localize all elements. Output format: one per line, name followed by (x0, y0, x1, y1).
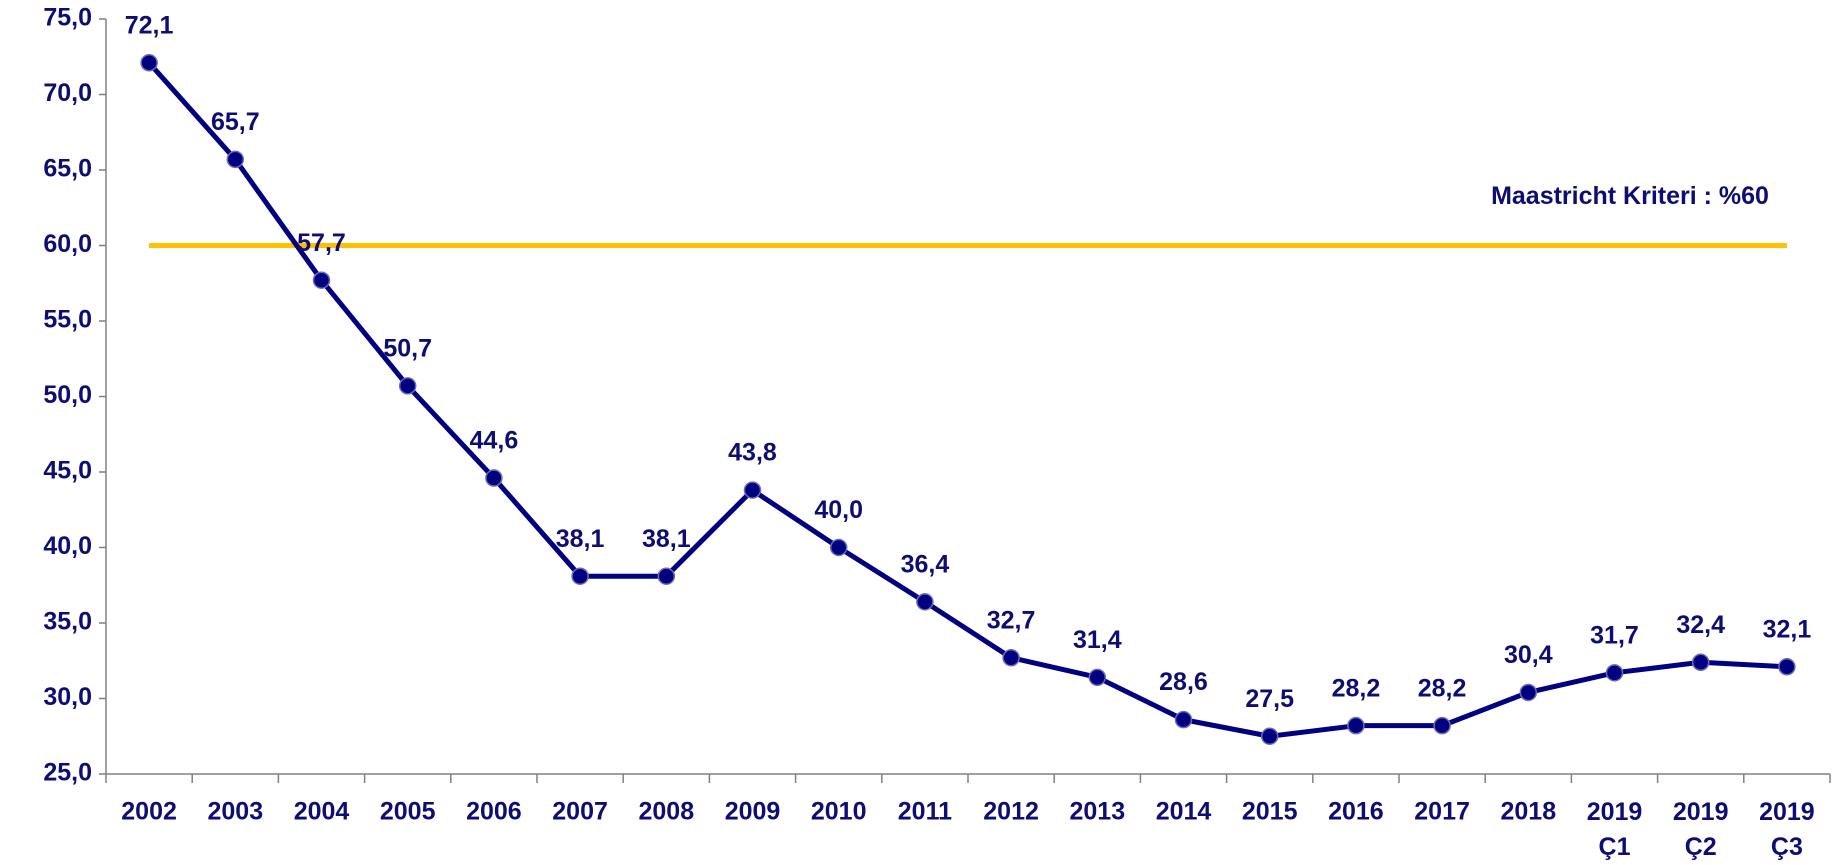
x-tick-label: 2003 (207, 798, 263, 826)
point (398, 377, 417, 395)
point (1347, 716, 1365, 735)
point (743, 481, 762, 499)
value-label: 32,1 (1763, 615, 1812, 643)
x-tick-label: 2005 (380, 798, 436, 826)
point (1260, 727, 1279, 745)
x-tick-label: 2012 (983, 798, 1039, 826)
value-label: 32,7 (987, 606, 1036, 634)
x-tick-label: 2007 (552, 798, 608, 826)
point (657, 567, 676, 585)
y-tick-label: 45,0 (43, 457, 92, 485)
y-tick-label: 60,0 (43, 230, 92, 258)
x-tick-label: 2002 (121, 798, 177, 826)
y-tick-label: 40,0 (43, 532, 92, 560)
point (1002, 648, 1020, 667)
x-tick-label: 2017 (1414, 798, 1470, 826)
reference-label: Maastricht Kriteri : %60 (1491, 182, 1769, 210)
line (147, 61, 1788, 739)
y-tick-label: 35,0 (43, 608, 92, 636)
value-label: 28,2 (1418, 674, 1467, 702)
y-tick-label: 55,0 (43, 306, 92, 334)
value-label: 31,4 (1073, 626, 1122, 654)
value-label: 72,1 (125, 11, 174, 39)
point (226, 150, 245, 169)
point (1174, 710, 1193, 729)
point (140, 54, 158, 72)
x-tick-label: 2014 (1156, 798, 1212, 826)
value-label: 27,5 (1245, 685, 1294, 713)
x-tick-label: 2016 (1328, 798, 1384, 826)
x-tick-label: 2006 (466, 798, 522, 826)
value-label: 44,6 (470, 427, 519, 455)
x-tick-label: 2013 (1069, 798, 1125, 826)
y-tick-label: 25,0 (43, 759, 92, 787)
value-label: 43,8 (728, 439, 777, 467)
point (571, 567, 589, 585)
value-label: 28,6 (1159, 668, 1208, 696)
value-label: 36,4 (901, 550, 950, 578)
point (312, 271, 331, 289)
y-tick-label: 75,0 (43, 4, 92, 32)
point (829, 538, 848, 557)
point (1088, 668, 1107, 687)
point (1433, 716, 1451, 735)
x-tick-label: 2015 (1242, 798, 1298, 826)
x-tick-label: 2019 Ç2 (1673, 798, 1729, 861)
point (1778, 658, 1796, 676)
x-tick-label: 2019 Ç1 (1587, 798, 1643, 861)
value-label: 32,4 (1676, 611, 1725, 639)
x-tick-label: 2018 (1500, 798, 1556, 826)
point (1519, 683, 1538, 702)
value-label: 40,0 (814, 496, 863, 524)
y-tick-label: 30,0 (43, 683, 92, 711)
x-tick-label: 2019 Ç3 (1759, 798, 1815, 861)
value-label: 38,1 (556, 525, 605, 553)
value-label: 28,2 (1332, 674, 1381, 702)
y-tick-label: 50,0 (43, 381, 92, 409)
value-label: 31,7 (1590, 621, 1639, 649)
x-tick-label: 2011 (898, 798, 952, 826)
y-tick-label: 65,0 (43, 155, 92, 183)
x-tick-label: 2009 (725, 798, 781, 826)
point (916, 593, 934, 611)
point (485, 469, 503, 487)
y-tick-label: 70,0 (43, 79, 92, 107)
x-tick-label: 2010 (811, 798, 867, 826)
value-label: 57,7 (297, 229, 346, 257)
point (1691, 653, 1710, 672)
value-label: 30,4 (1504, 641, 1553, 669)
value-label: 50,7 (383, 335, 432, 363)
value-label: 65,7 (211, 108, 260, 136)
point (1605, 664, 1624, 682)
value-label: 38,1 (642, 525, 691, 553)
x-tick-label: 2004 (294, 798, 350, 826)
x-tick-label: 2008 (638, 798, 694, 826)
